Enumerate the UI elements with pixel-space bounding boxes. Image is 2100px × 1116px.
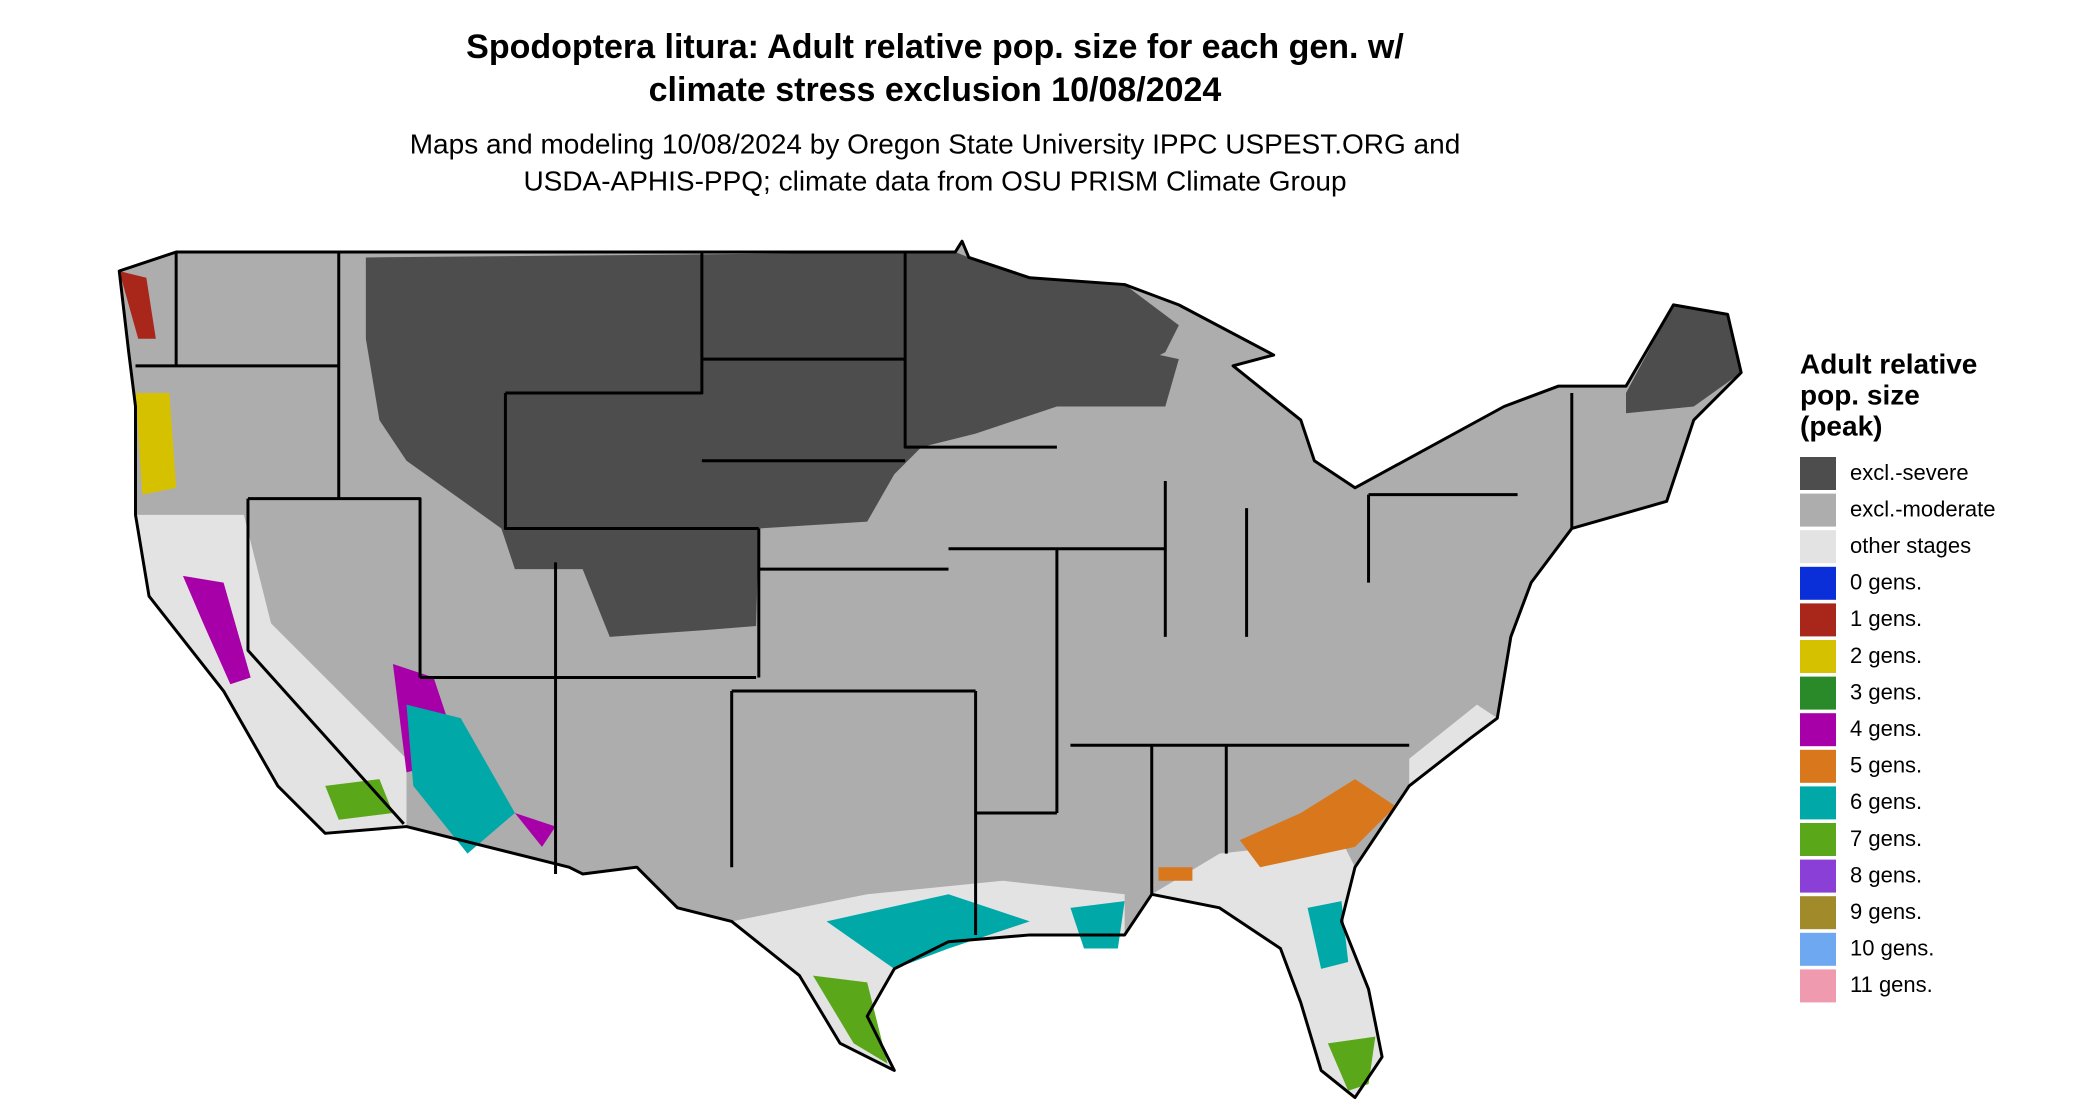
region — [1409, 704, 1498, 786]
legend-label: 0 gens. — [1850, 570, 1922, 595]
region — [365, 252, 1179, 637]
state-lines — [135, 252, 1574, 935]
legend-swatch — [1800, 457, 1836, 490]
legend-swatch — [1800, 823, 1836, 856]
legend-label: excl.-severe — [1850, 460, 1969, 485]
legend-swatch — [1800, 932, 1836, 966]
legend-swatch — [1800, 530, 1836, 564]
legend-swatch — [1800, 640, 1836, 673]
legend-title: Adult relative — [1800, 348, 1977, 379]
legend-swatch — [1800, 859, 1836, 893]
legend-label: 6 gens. — [1850, 789, 1922, 814]
legend-swatch — [1800, 749, 1836, 783]
legend-swatch — [1800, 603, 1836, 637]
legend-swatch — [1800, 786, 1836, 820]
legend-label: 1 gens. — [1850, 606, 1922, 631]
region — [135, 392, 177, 495]
legend-label: 4 gens. — [1850, 716, 1922, 741]
border — [117, 239, 1743, 1100]
legend-label: 8 gens. — [1850, 862, 1922, 887]
region — [813, 975, 888, 1064]
region — [406, 704, 515, 854]
legend-label: 3 gens. — [1850, 679, 1922, 704]
legend-label: other stages — [1850, 533, 1971, 558]
legend-swatch — [1800, 713, 1836, 747]
subtitle: Maps and modeling 10/08/2024 by Oregon S… — [410, 128, 1461, 159]
legend-swatch — [1800, 896, 1836, 930]
legend-title: pop. size — [1800, 379, 1920, 410]
legend-title: (peak) — [1800, 410, 1882, 441]
region — [1626, 304, 1742, 414]
legend: excl.-severe excl.-moderate other stages 0 … — [1800, 457, 1996, 1003]
legend-label: 5 gens. — [1850, 753, 1922, 778]
legend-swatch — [1800, 493, 1836, 527]
region — [182, 575, 251, 685]
region — [826, 894, 1030, 969]
legend-label: 2 gens. — [1850, 643, 1922, 668]
us-map — [117, 239, 1743, 1100]
legend-swatch — [1800, 969, 1836, 1003]
legend-label: 7 gens. — [1850, 826, 1922, 851]
region — [1307, 901, 1349, 969]
region — [1158, 867, 1193, 881]
region — [325, 779, 393, 820]
legend-label: excl.-moderate — [1850, 496, 1996, 521]
region — [514, 813, 556, 847]
subtitle: USDA-APHIS-PPQ; climate data from OSU PR… — [523, 165, 1346, 196]
legend-swatch — [1800, 566, 1836, 600]
legend-label: 10 gens. — [1850, 936, 1934, 961]
region — [731, 880, 1125, 1071]
legend-label: 9 gens. — [1850, 899, 1922, 924]
legend-label: 11 gens. — [1850, 972, 1933, 997]
legend-swatch — [1800, 676, 1836, 710]
region — [1327, 1036, 1376, 1091]
region — [119, 271, 156, 339]
title: Spodoptera litura: Adult relative pop. s… — [466, 28, 1404, 66]
region — [1070, 901, 1125, 949]
title: climate stress exclusion 10/08/2024 — [649, 71, 1222, 109]
region — [1016, 338, 1179, 407]
